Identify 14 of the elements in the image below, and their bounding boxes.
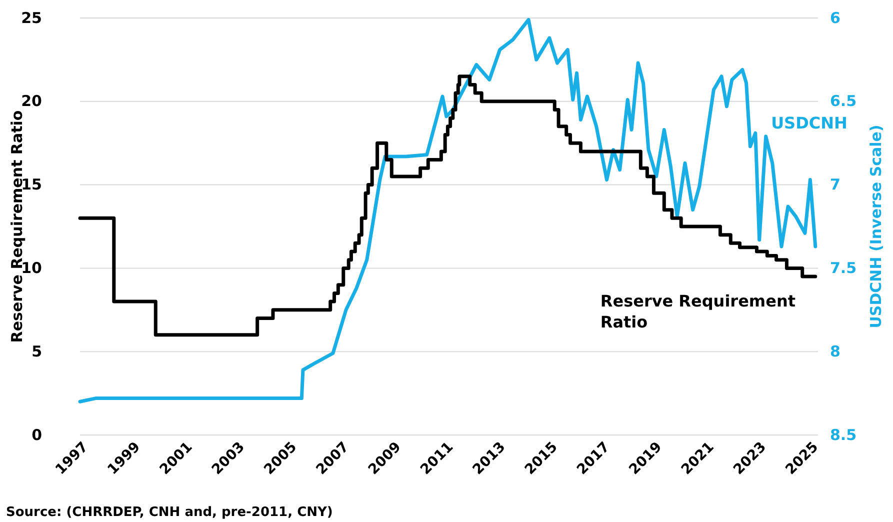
- source-note: Source: (CHRRDEP, CNH and, pre-2011, CNY): [6, 505, 333, 520]
- y2-tick-label: 7: [830, 176, 840, 194]
- y-tick-label: 5: [32, 342, 42, 360]
- y2-tick-label: 6.5: [830, 92, 857, 110]
- series-label: Reserve Requirement Ratio: [600, 292, 796, 332]
- y-tick-label: 0: [32, 426, 42, 444]
- y2-tick-label: 6: [830, 8, 840, 27]
- series-label: USDCNH: [771, 114, 848, 133]
- y-tick-label: 20: [21, 92, 42, 110]
- y2-tick-label: 7.5: [830, 259, 857, 277]
- y2-axis-title: USDCNH (Inverse Scale): [867, 124, 885, 328]
- y-tick-label: 25: [21, 8, 42, 27]
- y2-tick-label: 8: [830, 342, 840, 360]
- y2-tick-label: 8.5: [830, 426, 857, 444]
